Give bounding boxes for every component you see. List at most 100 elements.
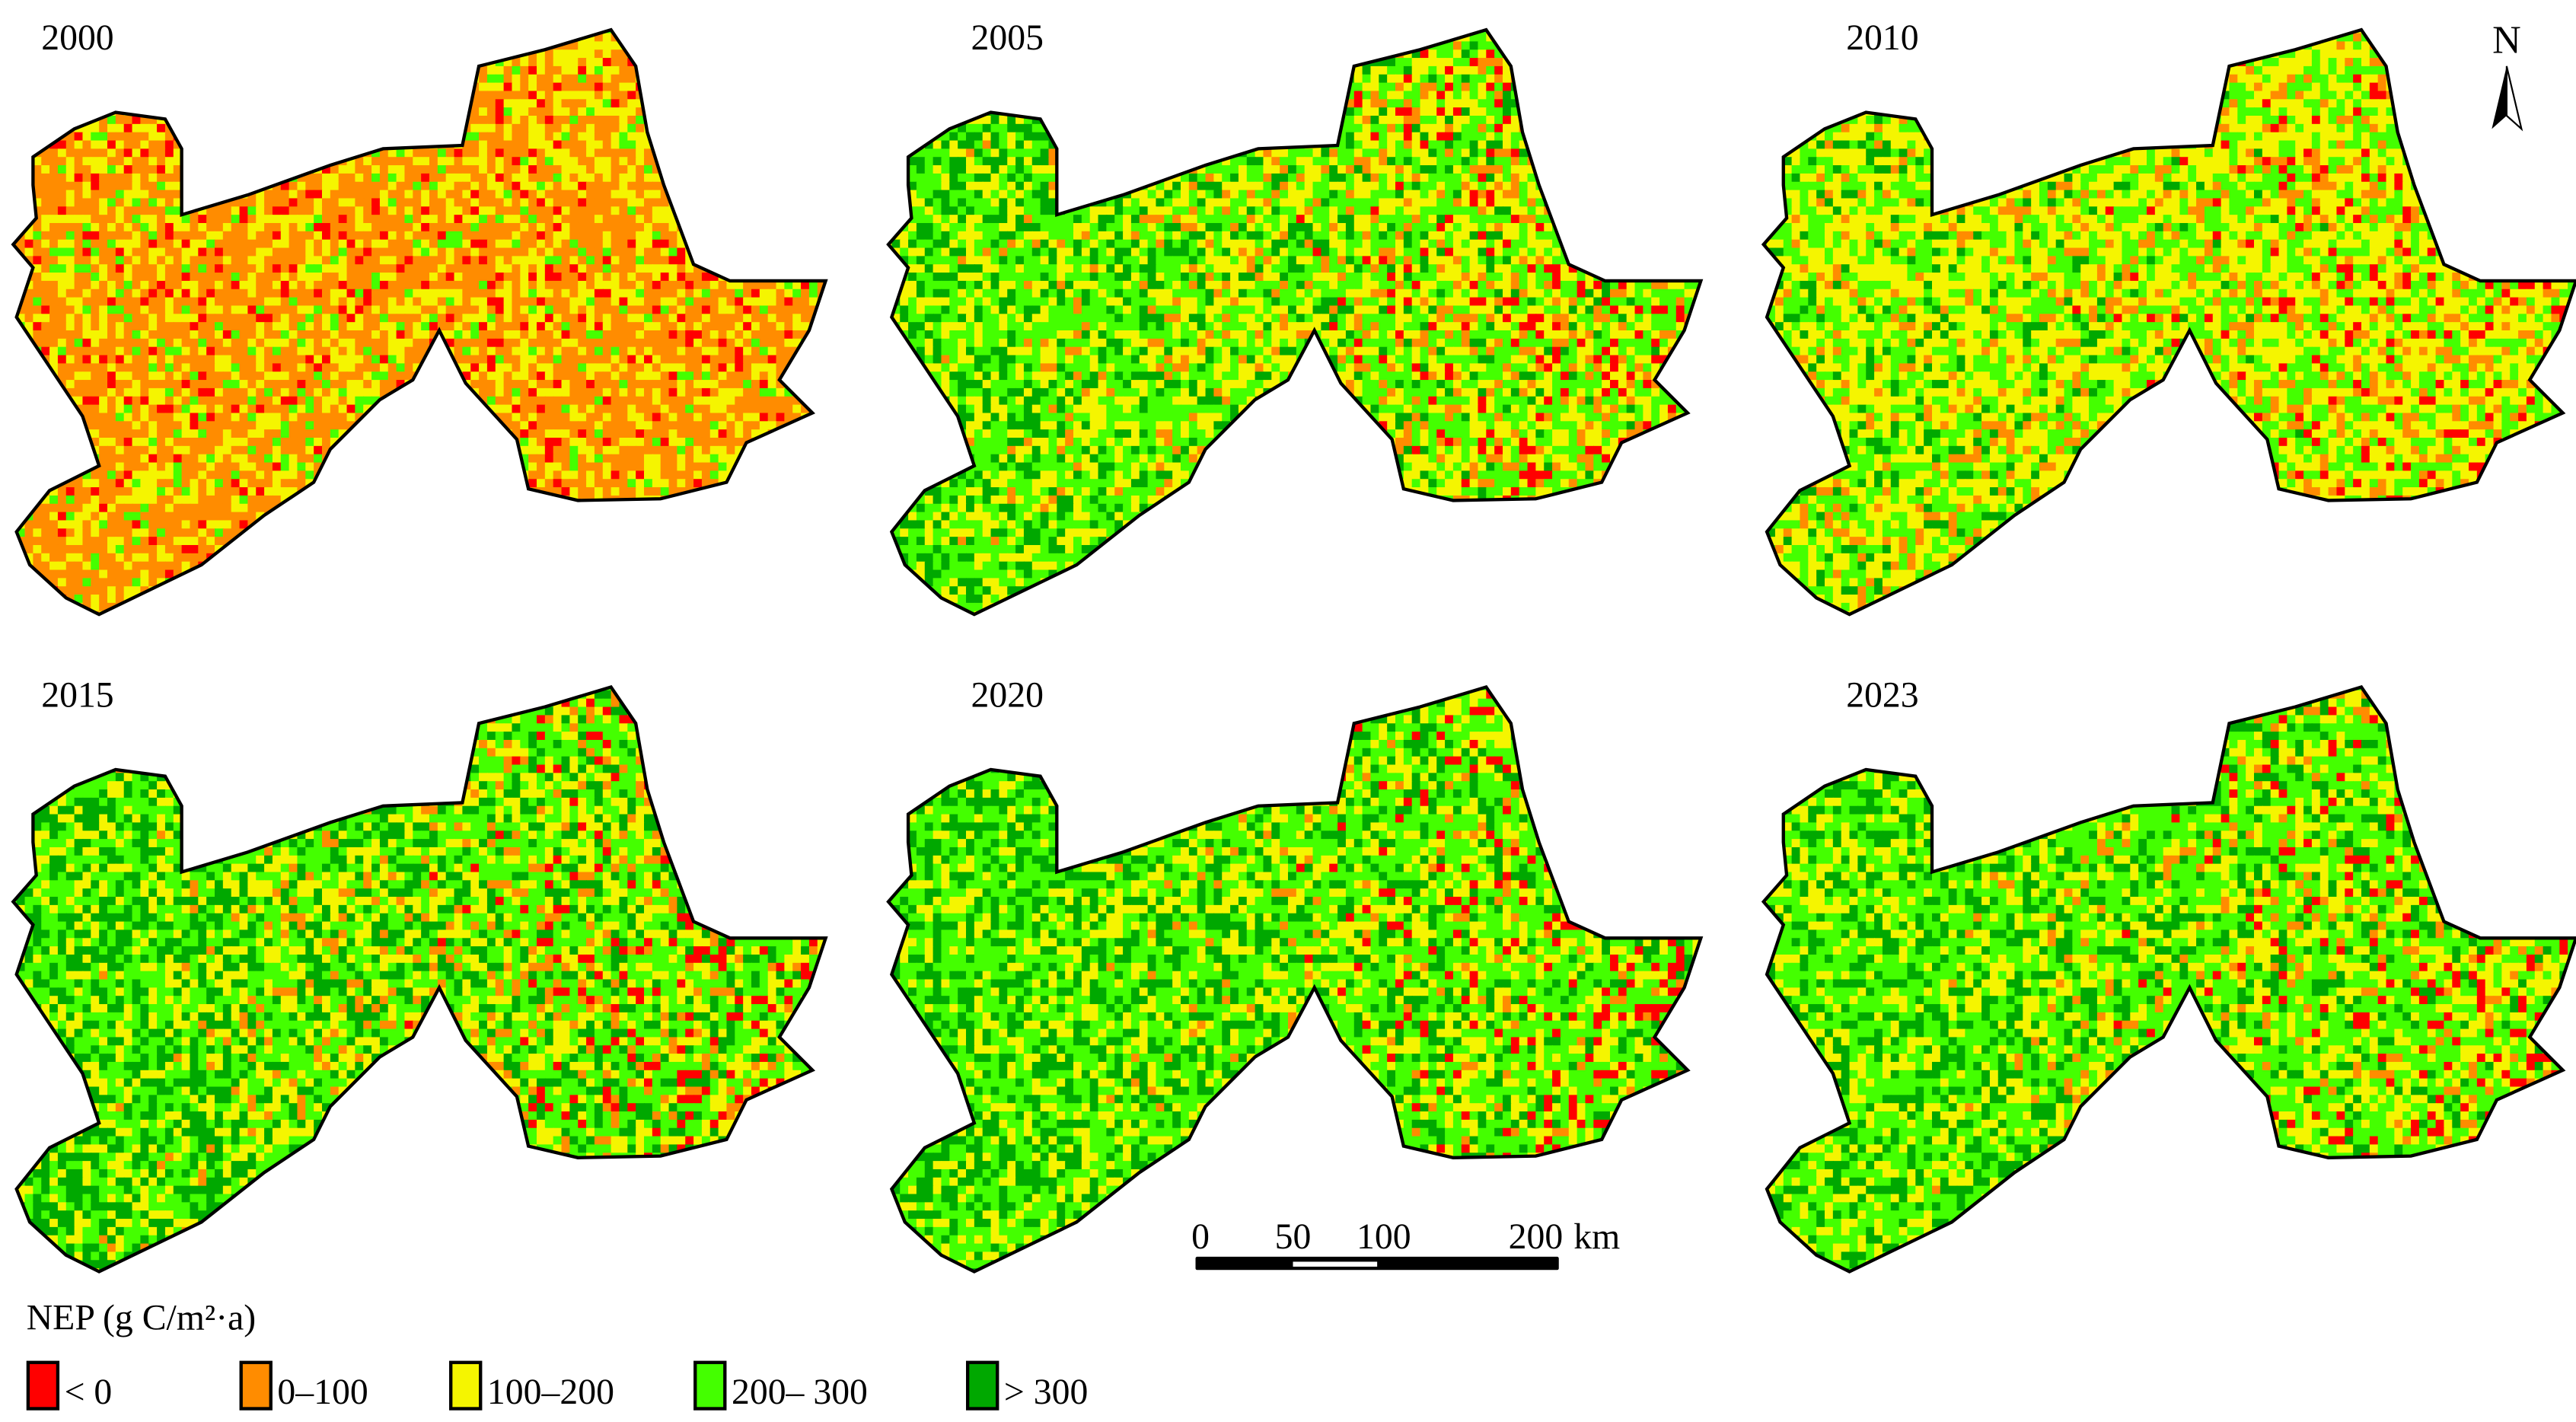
nep-cell [272,273,282,282]
nep-cell [198,99,208,109]
nep-cell [602,429,612,438]
nep-cell [759,198,769,208]
nep-cell [305,222,315,232]
nep-cell [115,33,125,43]
nep-cell [371,273,381,282]
nep-cell [619,74,629,84]
nep-cell [553,289,563,298]
nep-cell [495,231,505,241]
nep-cell [346,33,356,43]
nep-cell [677,140,687,150]
nep-cell [99,330,108,340]
nep-cell [561,173,571,183]
nep-cell [264,338,273,348]
nep-cell [537,338,546,348]
nep-cell [198,91,208,100]
nep-cell [115,222,125,232]
nep-cell [594,173,604,183]
nep-cell [280,206,290,216]
nep-cell [404,273,414,282]
nep-cell [825,247,826,257]
nep-cell [437,346,447,356]
nep-cell [685,421,694,431]
nep-cell [387,107,397,116]
nep-cell [264,363,273,373]
nep-cell [173,173,183,183]
nep-cell [297,421,307,431]
nep-cell [735,157,744,166]
nep-cell [256,421,265,431]
nep-cell [413,165,422,174]
nep-cell [181,123,191,133]
nep-cell [49,107,59,116]
nep-cell [429,413,438,422]
nep-cell [627,82,637,92]
nep-cell [338,82,348,92]
nep-cell [470,404,480,414]
nep-cell [264,305,273,315]
nep-cell [123,322,133,331]
nep-cell [181,41,191,51]
nep-cell [322,206,331,216]
nep-cell [735,107,744,116]
nep-cell [41,346,50,356]
nep-cell [140,421,150,431]
nep-cell [751,107,760,116]
nep-cell [363,215,372,224]
nep-cell [445,371,455,381]
nep-cell [801,41,810,51]
nep-cell [495,297,505,307]
nep-cell [718,421,728,431]
nep-cell [578,65,587,75]
nep-cell [470,247,480,257]
nep-cell [239,404,249,414]
nep-cell [677,74,687,84]
nep-cell [413,322,422,331]
nep-cell [644,165,653,174]
nep-cell [247,181,257,191]
nep-cell [74,314,84,324]
nep-cell [190,421,199,431]
nep-cell [767,338,777,348]
nep-cell [594,396,604,406]
nep-cell [825,132,826,142]
nep-cell [140,148,150,158]
nep-cell [586,305,595,315]
nep-cell [445,256,455,266]
nep-cell [825,173,826,183]
nep-cell [24,396,34,406]
nep-cell [355,157,365,166]
nep-cell [512,198,521,208]
nep-cell [65,387,75,397]
nep-cell [16,148,26,158]
nep-cell [817,190,826,199]
nep-cell [586,30,595,34]
nep-cell [115,363,125,373]
nep-cell [24,198,34,208]
nep-cell [123,387,133,397]
nep-cell [82,297,92,307]
nep-cell [776,215,786,224]
nep-cell [644,82,653,92]
nep-cell [24,380,34,389]
nep-cell [520,280,530,290]
nep-cell [379,190,389,199]
nep-cell [82,107,92,116]
nep-cell [65,231,75,241]
nep-cell [735,41,744,51]
nep-cell [314,91,323,100]
nep-cell [429,165,438,174]
nep-cell [709,239,719,249]
nep-cell [512,404,521,414]
nep-cell [330,181,340,191]
nep-cell [528,181,537,191]
nep-cell [396,305,406,315]
nep-cell [743,297,752,307]
nep-cell [222,115,232,125]
nep-cell [578,173,587,183]
nep-cell [33,396,43,406]
nep-cell [297,256,307,266]
nep-cell [280,314,290,324]
nep-cell [13,264,18,273]
